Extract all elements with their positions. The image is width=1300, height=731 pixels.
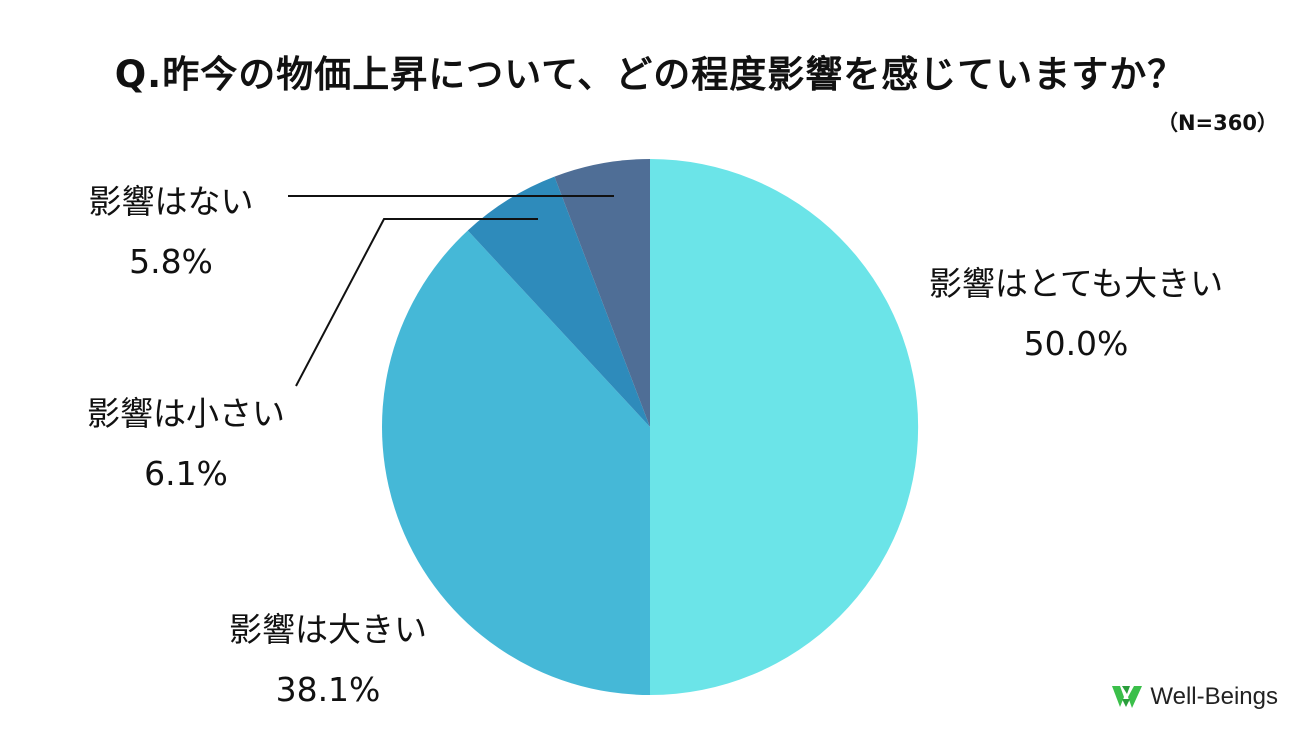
slice-label-text: 影響は小さい	[87, 394, 285, 433]
well-beings-logo-icon	[1112, 686, 1143, 708]
sample-size: （N=360）	[1156, 111, 1278, 135]
slice-label-value: 6.1%	[144, 454, 228, 493]
pie-slice-very-large	[650, 158, 919, 696]
slice-label-text: 影響はとても大きい	[928, 264, 1224, 303]
slice-label-value: 38.1%	[275, 670, 381, 709]
brand-name: Well-Beings	[1150, 683, 1278, 710]
slice-label-large: 影響は大きい 38.1%	[202, 600, 454, 720]
slice-label-very-large: 影響はとても大きい 50.0%	[894, 254, 1258, 374]
leader-line-small	[295, 218, 538, 387]
slice-label-text: 影響は大きい	[229, 610, 427, 649]
chart-title: Q.昨今の物価上昇について、どの程度影響を感じていますか？	[114, 53, 1186, 96]
slice-label-small: 影響は小さい 6.1%	[60, 384, 312, 504]
slice-label-none: 影響はない 5.8%	[68, 172, 274, 292]
brand: Well-Beings	[1110, 683, 1278, 711]
pie-slice-none	[554, 159, 650, 427]
pie-slice-small	[467, 176, 650, 427]
pie-slice-large	[382, 230, 650, 696]
slice-label-value: 5.8%	[129, 242, 213, 281]
slice-label-text: 影響はない	[88, 182, 254, 221]
slice-label-value: 50.0%	[1023, 324, 1129, 363]
